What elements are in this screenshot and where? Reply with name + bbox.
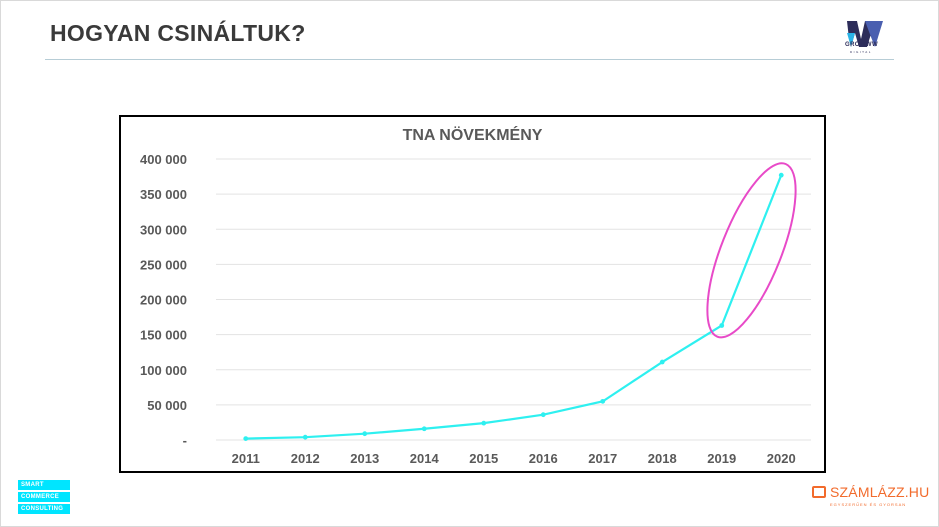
data-point [659, 359, 665, 365]
data-point [778, 172, 784, 178]
y-tick-label: 300 000 [140, 222, 187, 237]
x-tick-label: 2017 [588, 451, 617, 466]
x-tick-label: 2016 [529, 451, 558, 466]
data-point [481, 420, 487, 426]
x-tick-label: 2018 [648, 451, 677, 466]
szamlazz-logo-icon [812, 486, 826, 498]
x-tick-label: 2011 [232, 451, 260, 466]
y-tick-label: 50 000 [147, 398, 187, 413]
y-tick-label: 150 000 [140, 328, 187, 343]
y-tick-label: 200 000 [140, 293, 187, 308]
szamlazz-logo-tagline: EGYSZERŰEN ÉS GYORSAN [830, 502, 907, 507]
y-tick-label: 250 000 [140, 257, 187, 272]
x-tick-label: 2019 [707, 451, 736, 466]
x-tick-label: 2020 [767, 451, 796, 466]
data-point [421, 426, 427, 432]
x-tick-label: 2013 [350, 451, 379, 466]
growww-logo-icon [847, 21, 883, 47]
logo-line-smart: SMART [18, 480, 70, 490]
y-tick-label: 400 000 [140, 152, 187, 167]
tna-line-chart: - 50 000 100 000 150 000 200 000 250 000 300 0… [140, 152, 811, 466]
x-tick-label: 2014 [410, 451, 440, 466]
logo-line-commerce: COMMERCE [18, 492, 70, 502]
brand-tagline: DIGITAL [850, 50, 872, 54]
data-point [600, 398, 606, 404]
data-point [362, 431, 368, 437]
chart-container: TNA NÖVEKMÉNY - 50 000 100 000 150 000 200 0… [119, 115, 826, 473]
y-tick-label: 100 000 [140, 363, 187, 378]
logo-line-consulting: CONSULTING [18, 504, 70, 514]
data-point [719, 323, 725, 328]
series-line [245, 174, 783, 440]
header-divider [45, 59, 894, 60]
smart-commerce-consulting-logo: SMART COMMERCE CONSULTING [18, 480, 70, 516]
szamlazz-logo-text: SZÁMLÁZZ.HU [830, 484, 930, 500]
y-tick-label: - [183, 433, 187, 448]
x-tick-label: 2015 [469, 451, 498, 466]
x-tick-label: 2012 [291, 451, 320, 466]
highlight-ellipse [706, 162, 797, 339]
data-point [243, 436, 249, 441]
chart-title: TNA NÖVEKMÉNY [402, 127, 543, 144]
brand-name: GROWWW [845, 42, 879, 48]
data-point [302, 434, 308, 440]
szamlazz-logo: SZÁMLÁZZ.HU EGYSZERŰEN ÉS GYORSAN [812, 484, 929, 514]
y-tick-label: 350 000 [140, 187, 187, 202]
slide-title: HOGYAN CSINÁLTUK? [50, 20, 306, 46]
data-point [540, 412, 546, 418]
